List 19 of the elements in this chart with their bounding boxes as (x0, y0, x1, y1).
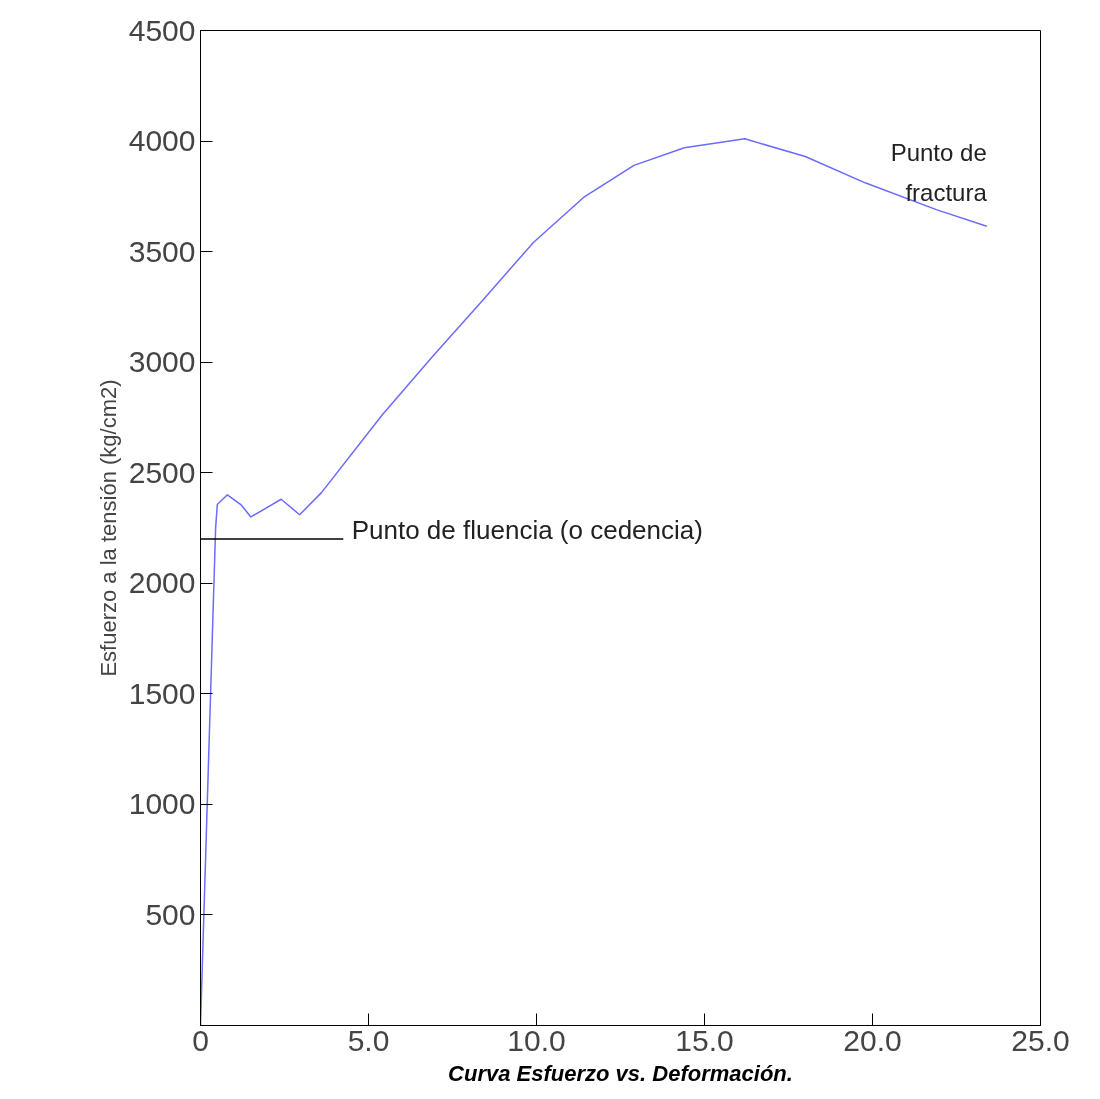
y-tick-label: 1000 (128, 787, 196, 821)
y-tick-label: 2500 (128, 455, 196, 489)
x-tick-label: 10.0 (507, 1023, 566, 1057)
x-tick-label: 15.0 (675, 1023, 734, 1057)
x-tick-label: 25.0 (1011, 1023, 1070, 1057)
y-axis-title: Esfuerzo a la tensión (kg/cm2) (95, 379, 121, 677)
ref-line-label: Punto de fluencia (o cedencia) (351, 515, 703, 546)
y-tick-label: 1500 (128, 676, 196, 710)
y-tick-label: 4500 (128, 13, 196, 47)
annotation: Punto de fractura (890, 138, 988, 207)
x-tick-label: 0 (192, 1023, 209, 1057)
y-tick-label: 2000 (128, 566, 196, 600)
y-tick-label: 500 (145, 897, 196, 931)
y-tick-label: 3000 (128, 345, 196, 379)
y-tick-label: 3500 (128, 234, 196, 268)
x-tick-label: 20.0 (843, 1023, 902, 1057)
text: Curva Esfuerzo vs. Deformación. (448, 1060, 793, 1086)
y-tick-label: 4000 (128, 124, 196, 158)
x-tick-label: 5.0 (347, 1023, 390, 1057)
